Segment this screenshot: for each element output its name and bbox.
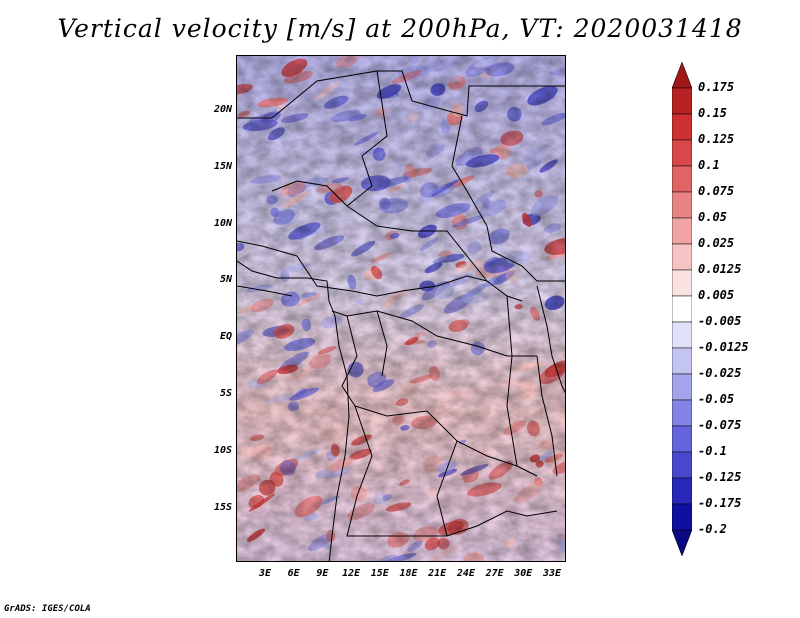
colorbar-segment [672, 503, 692, 531]
lat-label: 10S [213, 444, 232, 456]
colorbar-segment [672, 62, 692, 89]
lon-label: 21E [428, 568, 447, 579]
colorbar-label: 0.025 [698, 236, 735, 250]
field-texture [237, 56, 565, 561]
colorbar-label: -0.175 [698, 496, 742, 510]
colorbar-segment [672, 165, 692, 193]
colorbar-label: -0.05 [698, 392, 735, 406]
lon-label: 27E [485, 568, 504, 579]
colorbar-segment [672, 451, 692, 479]
lat-label: 15N [213, 160, 232, 172]
lon-label: 6E [287, 568, 300, 579]
colorbar-segment [672, 477, 692, 505]
lon-label: 9E [316, 568, 329, 579]
colorbar-label: -0.005 [698, 314, 742, 328]
colorbar-label: -0.075 [698, 418, 742, 432]
colorbar-label: 0.005 [698, 288, 735, 302]
colorbar-segment [672, 425, 692, 453]
colorbar [672, 62, 692, 556]
vertical-velocity-field [237, 56, 565, 561]
footer-credit: GrADS: IGES/COLA [4, 604, 91, 614]
coastline [237, 260, 565, 561]
lat-label: 15S [213, 501, 232, 513]
colorbar-label: -0.025 [698, 366, 742, 380]
colorbar-label: 0.125 [698, 132, 735, 146]
colorbar-segment [672, 295, 692, 323]
colorbar-label: -0.2 [698, 522, 727, 536]
colorbar-segment [672, 399, 692, 427]
colorbar-segment [672, 321, 692, 349]
lat-label: 5N [219, 274, 232, 286]
lon-label: 12E [342, 568, 361, 579]
country-borders [237, 70, 565, 537]
map-panel [236, 55, 566, 562]
lat-label: EQ [219, 331, 232, 343]
colorbar-label: 0.1 [698, 158, 720, 172]
colorbar-label: -0.125 [698, 470, 742, 484]
colorbar-label: 0.175 [698, 80, 735, 94]
colorbar-segment [672, 243, 692, 271]
colorbar-segment [672, 347, 692, 375]
lat-label: 10N [213, 217, 232, 229]
lat-label: 5S [219, 388, 232, 399]
colorbar-segment [672, 87, 692, 115]
lon-label: 24E [456, 568, 475, 579]
colorbar-label: 0.0125 [698, 262, 742, 276]
colorbar-label: 0.075 [698, 184, 735, 198]
lon-label: 33E [542, 568, 562, 579]
lon-label: 15E [370, 568, 389, 579]
colorbar-segment [672, 139, 692, 167]
lat-label: 20N [213, 104, 232, 115]
lon-label: 3E [258, 568, 272, 579]
colorbar-segment [672, 269, 692, 297]
colorbar-segment [672, 217, 692, 245]
colorbar-segment [672, 191, 692, 219]
chart-title: Vertical velocity [m/s] at 200hPa, VT: 2… [57, 14, 743, 43]
lon-label: 18E [399, 568, 418, 579]
colorbar-label: 0.05 [698, 210, 727, 224]
lon-label: 30E [514, 568, 533, 579]
colorbar-label: 0.15 [698, 106, 727, 120]
colorbar-segment [672, 529, 692, 556]
colorbar-label: -0.1 [698, 444, 727, 458]
colorbar-label: -0.0125 [698, 340, 749, 354]
colorbar-segment [672, 373, 692, 401]
colorbar-segment [672, 113, 692, 141]
